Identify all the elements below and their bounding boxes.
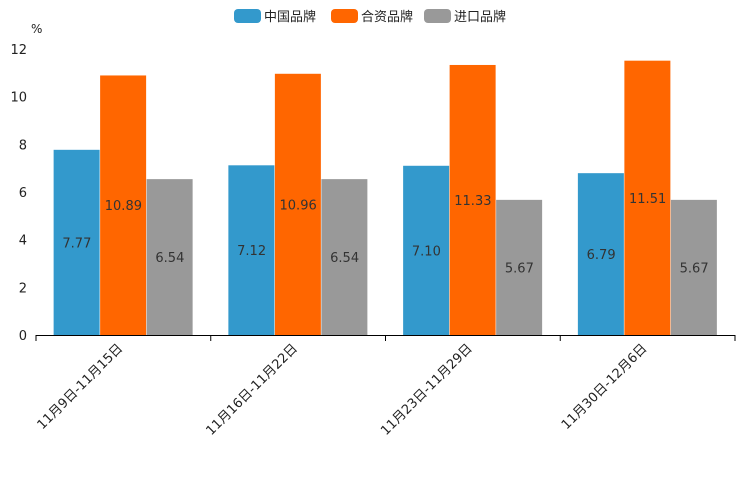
legend-label: 合资品牌 [361,9,413,25]
y-tick-label: 12 [10,43,27,58]
x-category-label: 11月23日-11月29日 [378,341,475,438]
data-label: 7.12 [237,244,266,259]
y-axis-unit-label: % [31,22,42,36]
x-axis: 11月9日-11月15日 11月16日-11月22日 11月23日-11月29日 11… [35,335,736,439]
data-label: 5.67 [680,261,709,276]
bar [274,73,321,335]
legend-label: 进口品牌 [454,9,506,25]
bar [577,173,624,335]
bar [496,199,543,335]
data-label: 6.54 [155,251,184,266]
bar [624,60,671,335]
data-label: 7.77 [62,236,91,251]
bar [670,199,717,335]
y-tick-label: 4 [19,234,27,249]
data-label: 5.67 [505,261,534,276]
y-axis: 0 2 4 6 8 10 12 [10,43,27,344]
bar [449,64,496,336]
x-category-label: 11月16日-11月22日 [203,341,300,438]
bar [53,149,100,335]
y-tick-label: 0 [19,329,27,344]
legend-swatch [331,9,358,23]
bars [53,60,717,336]
data-label: 6.79 [587,248,616,263]
data-label: 10.96 [280,198,317,213]
bar [321,179,368,335]
x-category-label: 11月9日-11月15日 [35,341,127,433]
data-label: 10.89 [105,199,142,214]
data-label: 6.54 [330,251,359,266]
y-tick-label: 6 [19,186,27,201]
data-label: 11.51 [629,192,666,207]
y-tick-label: 10 [10,91,27,106]
bar [100,75,147,335]
legend-swatch [424,9,451,23]
legend-swatch [234,9,261,23]
data-labels: 7.77 10.89 6.54 7.12 10.96 6.54 7.10 11.33 5.67 6… [62,192,708,277]
bar [146,179,193,335]
x-category-label: 11月30日-12月6日 [559,341,651,433]
data-label: 7.10 [412,244,441,259]
legend: 中国品牌 合资品牌 进口品牌 [234,9,506,25]
bar [228,165,275,335]
y-tick-label: 8 [19,138,27,153]
bar [403,165,450,335]
y-tick-label: 2 [19,281,27,296]
data-label: 11.33 [454,194,491,209]
legend-label: 中国品牌 [264,9,316,25]
